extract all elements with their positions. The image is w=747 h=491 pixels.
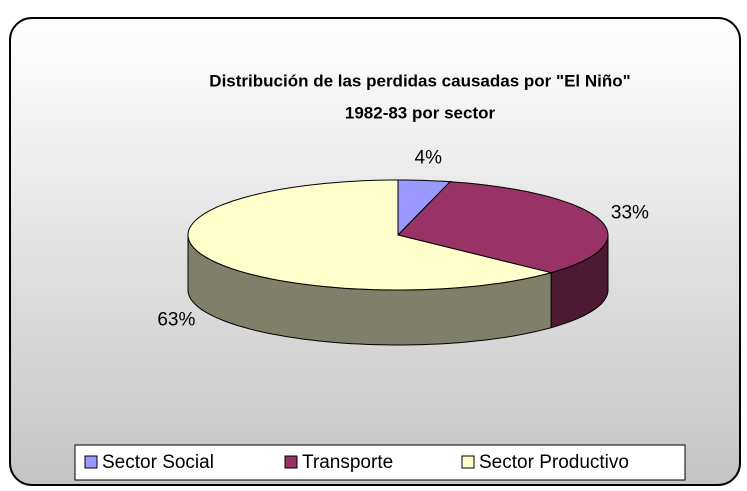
chart-title: Distribución de las perdidas causadas po…: [209, 71, 630, 90]
legend-box: [74, 444, 686, 481]
chart-title: 1982-83 por sector: [345, 103, 496, 122]
legend-swatch: [461, 455, 475, 469]
legend-label: Sector Social: [102, 452, 214, 473]
slice: [187, 179, 552, 291]
legend-swatch: [284, 455, 298, 469]
legend-swatch: [84, 455, 98, 469]
legend-label: Transporte: [302, 452, 393, 473]
data-label: 63%: [157, 310, 195, 331]
slice: [397, 181, 609, 274]
legend-label: Sector Productivo: [479, 452, 629, 473]
data-label: 33%: [611, 203, 649, 224]
data-label: 4%: [415, 148, 443, 169]
